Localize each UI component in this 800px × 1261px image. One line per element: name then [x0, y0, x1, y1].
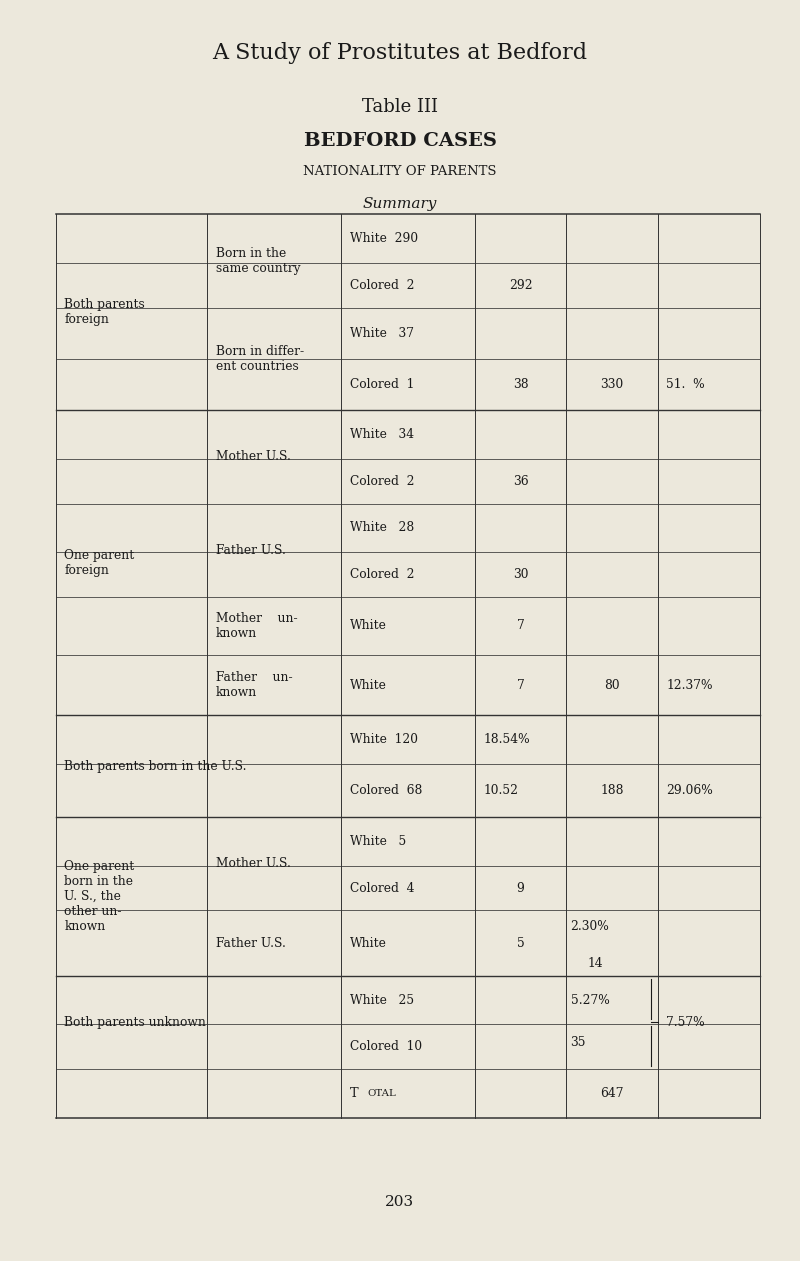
Text: 35: 35	[570, 1035, 586, 1049]
Text: Both parents born in the U.S.: Both parents born in the U.S.	[65, 760, 247, 773]
Text: Mother U.S.: Mother U.S.	[216, 450, 290, 464]
Text: 7: 7	[517, 619, 525, 632]
Text: Colored  2: Colored 2	[350, 279, 414, 291]
Text: 330: 330	[601, 378, 624, 391]
Text: White: White	[350, 678, 386, 691]
Text: Father U.S.: Father U.S.	[216, 937, 286, 950]
Text: 7: 7	[517, 678, 525, 691]
Text: 5.27%: 5.27%	[570, 994, 610, 1006]
Text: Colored  4: Colored 4	[350, 881, 414, 894]
Text: 51.  %: 51. %	[666, 378, 705, 391]
Text: OTAL: OTAL	[368, 1090, 397, 1098]
Text: 18.54%: 18.54%	[483, 733, 530, 747]
Text: One parent
born in the
U. S., the
other un-
known: One parent born in the U. S., the other …	[65, 860, 134, 933]
Text: Father    un-
known: Father un- known	[216, 671, 293, 699]
Text: Both parents unknown: Both parents unknown	[65, 1016, 206, 1029]
Text: T: T	[350, 1087, 358, 1100]
Text: White   28: White 28	[350, 521, 414, 535]
Text: Colored  10: Colored 10	[350, 1040, 422, 1053]
Text: 29.06%: 29.06%	[666, 784, 713, 797]
Text: 647: 647	[601, 1087, 624, 1100]
Text: Both parents
foreign: Both parents foreign	[65, 299, 145, 327]
Text: A Study of Prostitutes at Bedford: A Study of Prostitutes at Bedford	[213, 42, 587, 63]
Text: Colored  2: Colored 2	[350, 567, 414, 581]
Text: Summary: Summary	[363, 197, 437, 211]
Text: Table III: Table III	[362, 98, 438, 116]
Text: 80: 80	[604, 678, 620, 691]
Text: White   5: White 5	[350, 835, 406, 847]
Text: 30: 30	[513, 567, 528, 581]
Text: BEDFORD CASES: BEDFORD CASES	[303, 132, 497, 150]
Text: 203: 203	[386, 1195, 414, 1209]
Text: Born in the
same country: Born in the same country	[216, 247, 300, 275]
Text: Mother U.S.: Mother U.S.	[216, 857, 290, 870]
Text: White  120: White 120	[350, 733, 418, 747]
Text: White  290: White 290	[350, 232, 418, 245]
Text: 292: 292	[509, 279, 533, 291]
Text: Colored  1: Colored 1	[350, 378, 414, 391]
Text: Colored  2: Colored 2	[350, 474, 414, 488]
Text: White   25: White 25	[350, 994, 414, 1006]
Text: White   37: White 37	[350, 327, 414, 340]
Text: 38: 38	[513, 378, 529, 391]
Text: White: White	[350, 937, 386, 950]
Text: Mother    un-
known: Mother un- known	[216, 612, 298, 639]
Text: 14: 14	[587, 957, 603, 970]
Text: White   34: White 34	[350, 427, 414, 441]
Text: 36: 36	[513, 474, 529, 488]
Text: 10.52: 10.52	[483, 784, 518, 797]
Text: 188: 188	[601, 784, 624, 797]
Text: 5: 5	[517, 937, 525, 950]
Text: 7.57%: 7.57%	[666, 1016, 705, 1029]
Text: NATIONALITY OF PARENTS: NATIONALITY OF PARENTS	[303, 165, 497, 178]
Text: 9: 9	[517, 881, 525, 894]
Text: Colored  68: Colored 68	[350, 784, 422, 797]
Text: One parent
foreign: One parent foreign	[65, 549, 134, 576]
Text: 12.37%: 12.37%	[666, 678, 713, 691]
Text: Born in differ-
ent countries: Born in differ- ent countries	[216, 346, 304, 373]
Text: 2.30%: 2.30%	[570, 919, 610, 933]
Text: Father U.S.: Father U.S.	[216, 543, 286, 557]
Text: White: White	[350, 619, 386, 632]
